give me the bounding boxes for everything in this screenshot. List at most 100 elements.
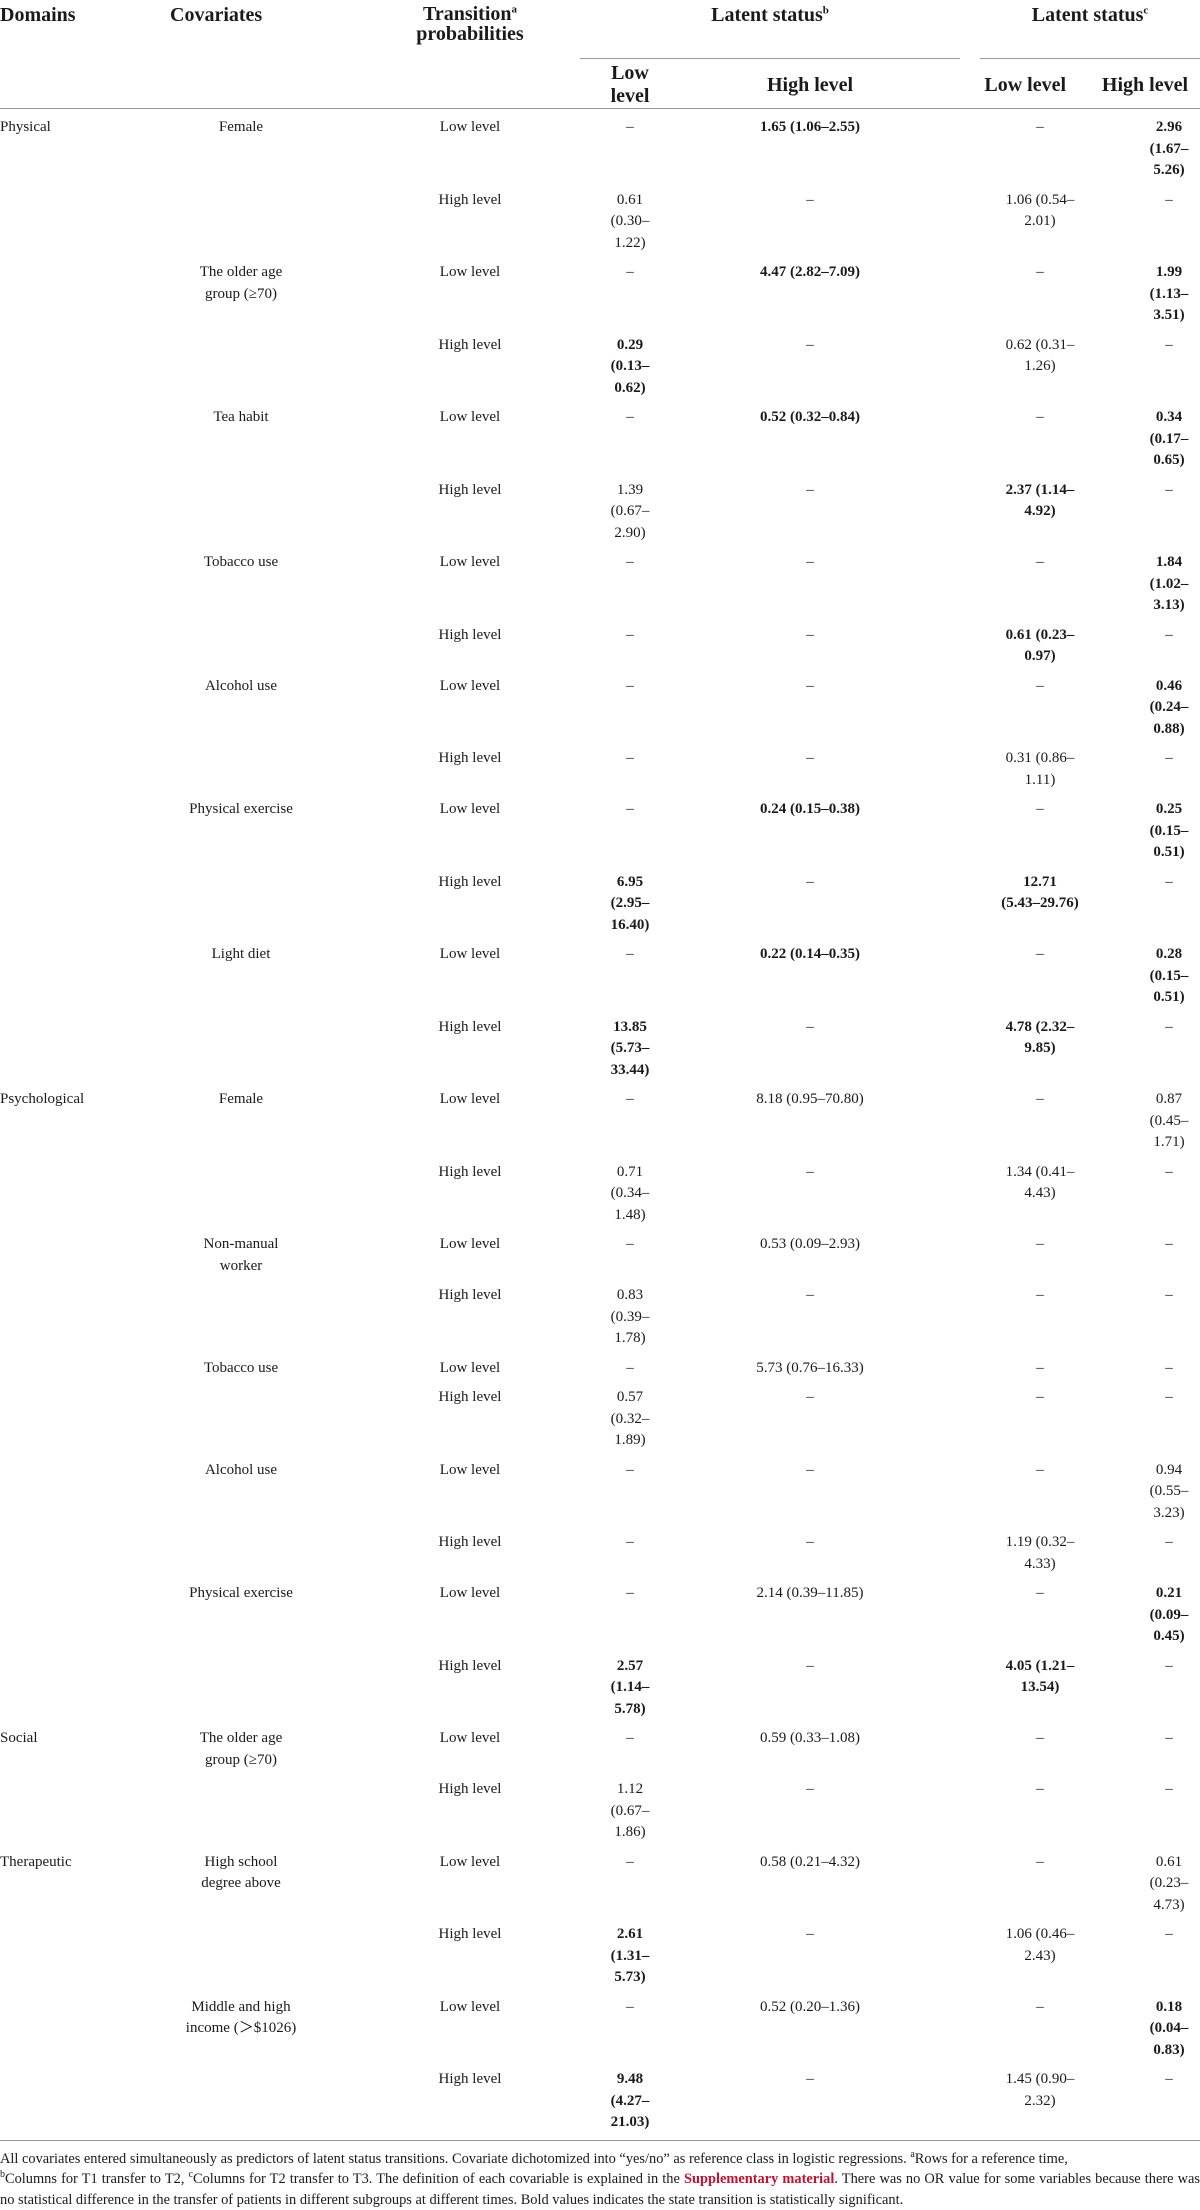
transition-cell: High level (360, 1383, 540, 1456)
transition-cell: Low level (360, 403, 540, 476)
value-c-high: 0.87 (0.45–1.71) (1080, 1085, 1200, 1158)
transition-cell: Low level (360, 940, 540, 1013)
value-c-high: – (1080, 1354, 1200, 1384)
value-c-low: – (960, 1383, 1080, 1456)
value-c-low: – (960, 1230, 1080, 1281)
header-covariates: Covariates (120, 0, 360, 109)
domain-cell (0, 795, 120, 868)
covariate-label: Female (219, 1091, 263, 1107)
value-b-low: – (540, 109, 660, 186)
value-b-high: – (660, 744, 960, 795)
value-b-high: 0.53 (0.09–2.93) (660, 1230, 960, 1281)
value-b-low: 1.12 (0.67–1.86) (540, 1775, 660, 1848)
covariate-cell: Female (120, 1085, 360, 1158)
domain-cell (0, 672, 120, 745)
value-b-low: – (540, 1456, 660, 1529)
value-part: (5.73–33.44) (611, 1040, 650, 1078)
domain-cell (0, 331, 120, 404)
covariate-cell: Tobacco use (120, 548, 360, 621)
value-c-high: – (1080, 186, 1200, 259)
value-c-low: 0.62 (0.31–1.26) (960, 331, 1080, 404)
supplementary-material-link[interactable]: Supplementary material (684, 2171, 834, 2187)
value-c-low: – (960, 940, 1080, 1013)
domain-cell (0, 476, 120, 549)
value-c-high: 0.34 (0.17–0.65) (1080, 403, 1200, 476)
value-b-high: 8.18 (0.95–70.80) (660, 1085, 960, 1158)
value-b-low: – (540, 1230, 660, 1281)
value-c-low: – (960, 795, 1080, 868)
value-c-high: 1.99 (1.13–3.51) (1080, 258, 1200, 331)
domain-cell (0, 548, 120, 621)
value-c-low: 1.19 (0.32–4.33) (960, 1528, 1080, 1579)
transition-cell: High level (360, 186, 540, 259)
value-b-high: – (660, 868, 960, 941)
value-b-high: – (660, 1013, 960, 1086)
covariate-label: group (≥70) (205, 1752, 277, 1768)
domain-cell (0, 258, 120, 331)
covariate-label: Non-manual (204, 1236, 279, 1252)
value-c-high: – (1080, 1230, 1200, 1281)
value-b-low: – (540, 1993, 660, 2066)
covariate-cell (120, 1383, 360, 1456)
value-b-high: 0.58 (0.21–4.32) (660, 1848, 960, 1921)
value-c-high: – (1080, 1383, 1200, 1456)
value-c-low: 1.06 (0.46–2.43) (960, 1920, 1080, 1993)
covariate-label: Alcohol use (205, 678, 277, 694)
covariate-cell: Tobacco use (120, 1354, 360, 1384)
value-c-high: 0.25 (0.15–0.51) (1080, 795, 1200, 868)
covariate-label: Physical exercise (189, 801, 293, 817)
value-b-low: – (540, 258, 660, 331)
transition-cell: Low level (360, 795, 540, 868)
value-c-high: 1.84 (1.02–3.13) (1080, 548, 1200, 621)
value-b-high: 5.73 (0.76–16.33) (660, 1354, 960, 1384)
value-b-high: 2.14 (0.39–11.85) (660, 1579, 960, 1652)
value-b-low: – (540, 1085, 660, 1158)
transition-cell: High level (360, 476, 540, 549)
domain-cell: Social (0, 1724, 120, 1775)
value-b-low: 2.61 (1.31–5.73) (540, 1920, 660, 1993)
table-row: High level––0.61 (0.23–0.97)– (0, 621, 1200, 672)
domain-cell: Therapeutic (0, 1848, 120, 1921)
domain-cell (0, 1993, 120, 2066)
covariate-cell: Light diet (120, 940, 360, 1013)
value-c-low: – (960, 403, 1080, 476)
header-c-low: Low level (960, 62, 1080, 109)
value-b-low: – (540, 940, 660, 1013)
value-b-high: – (660, 1281, 960, 1354)
value-b-high: 1.65 (1.06–2.55) (660, 109, 960, 186)
covariate-label: Tobacco use (204, 1360, 278, 1376)
value-c-high: – (1080, 331, 1200, 404)
transition-cell: High level (360, 2065, 540, 2140)
value-b-low: 1.39 (0.67–2.90) (540, 476, 660, 549)
value-c-high: 0.28 (0.15–0.51) (1080, 940, 1200, 1013)
transition-cell: High level (360, 1281, 540, 1354)
covariate-cell (120, 621, 360, 672)
value-b-high: – (660, 1920, 960, 1993)
covariate-cell (120, 186, 360, 259)
value-b-high: 0.22 (0.14–0.35) (660, 940, 960, 1013)
transition-cell: High level (360, 1013, 540, 1086)
covariate-cell (120, 1652, 360, 1725)
value-b-high: – (660, 621, 960, 672)
domain-cell (0, 403, 120, 476)
transition-cell: Low level (360, 1724, 540, 1775)
domain-cell (0, 2065, 120, 2140)
domain-cell (0, 1013, 120, 1086)
value-b-low: – (540, 1354, 660, 1384)
covariate-cell: Alcohol use (120, 672, 360, 745)
transition-cell: Low level (360, 1354, 540, 1384)
covariate-cell: Physical exercise (120, 795, 360, 868)
value-b-high: – (660, 186, 960, 259)
covariate-cell (120, 1281, 360, 1354)
value-c-low: 1.45 (0.90–2.32) (960, 2065, 1080, 2140)
transition-cell: High level (360, 868, 540, 941)
